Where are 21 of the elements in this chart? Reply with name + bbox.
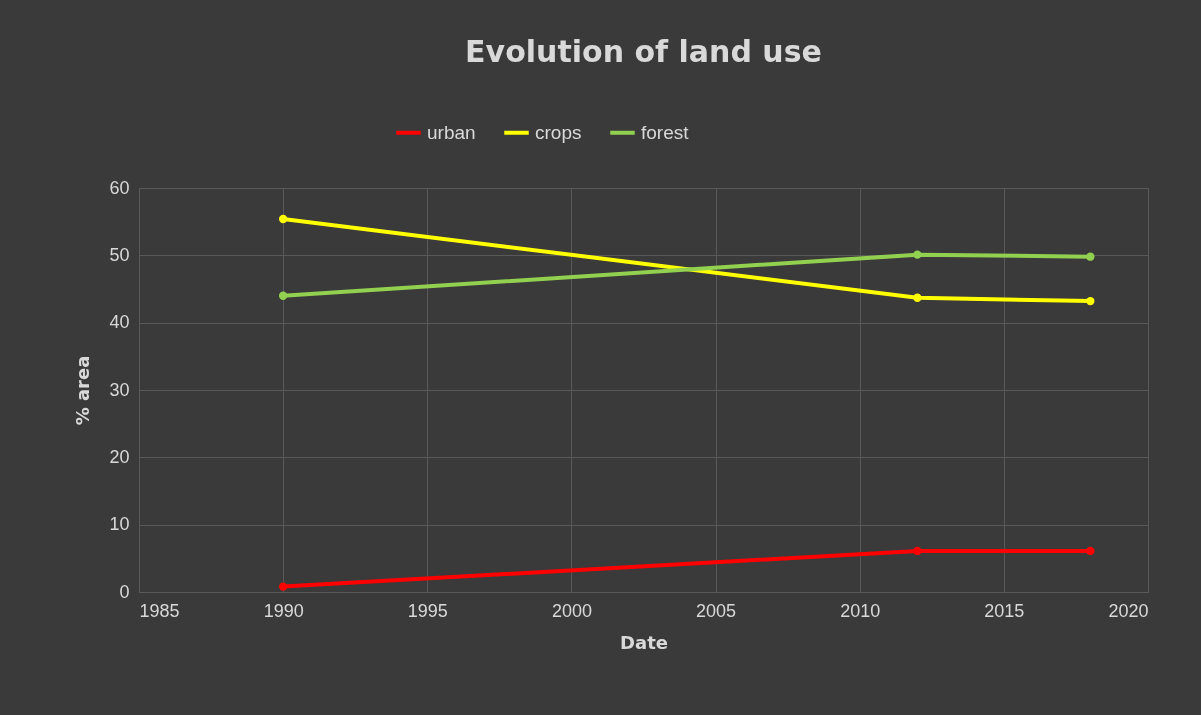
x-tick-label: 2000 [551, 600, 592, 621]
legend-label: forest [641, 121, 690, 143]
chart-title: Evolution of land use [465, 34, 822, 69]
y-tick-label: 30 [109, 379, 130, 400]
y-tick-label: 50 [109, 244, 130, 265]
y-tick-label: 0 [119, 581, 130, 602]
x-tick-label: 2005 [696, 600, 737, 621]
x-tick-label: 2010 [840, 600, 881, 621]
x-tick-label: 2015 [984, 600, 1025, 621]
x-tick-label: 2020 [1108, 600, 1149, 621]
y-axis-title: % area [72, 355, 94, 426]
y-tick-label: 20 [109, 446, 130, 467]
x-tick-label: 1985 [139, 600, 180, 621]
x-axis-title: Date [620, 631, 668, 653]
legend-label: crops [535, 121, 582, 143]
y-tick-label: 40 [109, 312, 130, 333]
x-tick-label: 1990 [263, 600, 304, 621]
legend-label: urban [427, 121, 476, 143]
x-tick-label: 1995 [407, 600, 448, 621]
y-tick-label: 60 [109, 177, 130, 198]
y-tick-label: 10 [109, 514, 130, 535]
